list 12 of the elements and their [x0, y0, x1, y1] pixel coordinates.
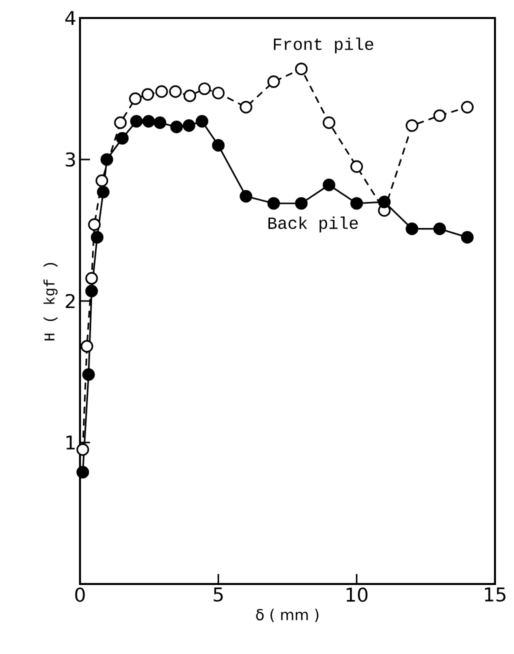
x-tick-label: 10	[346, 588, 368, 602]
x-tick-label: 15	[484, 588, 506, 602]
x-tick-label: 0	[75, 588, 85, 602]
series-label: Front pile	[274, 38, 374, 54]
y-tick-label: 1	[66, 436, 75, 450]
x-tick-label: 5	[214, 588, 223, 602]
series-label: Back pile	[268, 216, 358, 232]
y-axis-title: H ( kgf )	[44, 263, 58, 340]
y-tick-label: 3	[66, 152, 75, 167]
y-tick-label: 4	[65, 11, 76, 25]
x-axis-title: δ ( mm )	[256, 608, 318, 622]
y-tick-label: 2	[66, 294, 75, 308]
